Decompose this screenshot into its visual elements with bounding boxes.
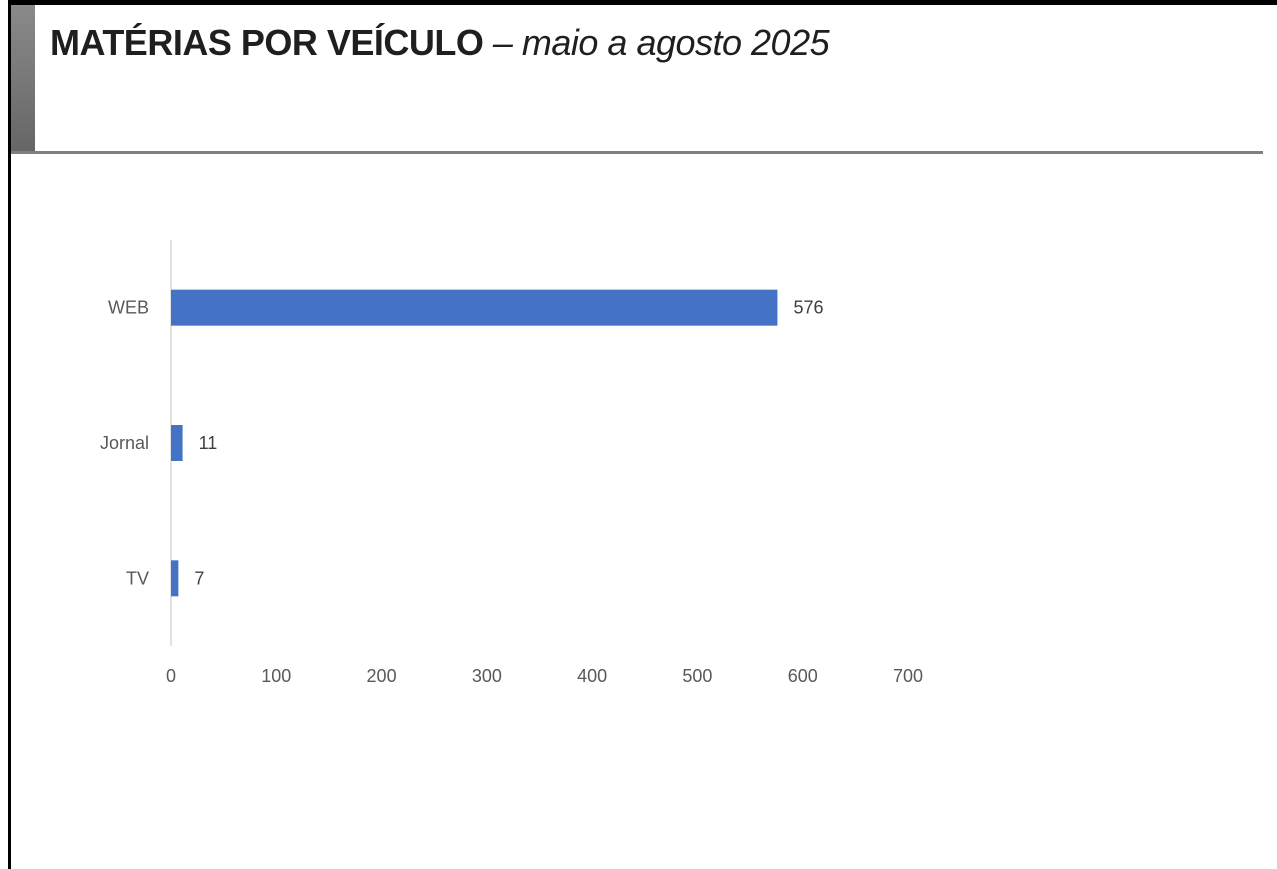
x-tick-label-200: 200 xyxy=(367,666,397,686)
x-tick-label-700: 700 xyxy=(893,666,923,686)
bar-web xyxy=(171,290,777,326)
x-tick-label-600: 600 xyxy=(788,666,818,686)
category-label-jornal: Jornal xyxy=(100,433,149,453)
x-tick-label-300: 300 xyxy=(472,666,502,686)
x-tick-label-100: 100 xyxy=(261,666,291,686)
x-tick-label-500: 500 xyxy=(682,666,712,686)
category-label-web: WEB xyxy=(108,298,149,318)
data-label-jornal: 11 xyxy=(199,433,218,453)
x-tick-label-400: 400 xyxy=(577,666,607,686)
data-label-web: 576 xyxy=(793,298,823,318)
x-tick-label-0: 0 xyxy=(166,666,176,686)
data-label-tv: 7 xyxy=(194,568,204,588)
bar-tv xyxy=(171,560,178,596)
bar-jornal xyxy=(171,425,183,461)
category-label-tv: TV xyxy=(126,568,149,588)
